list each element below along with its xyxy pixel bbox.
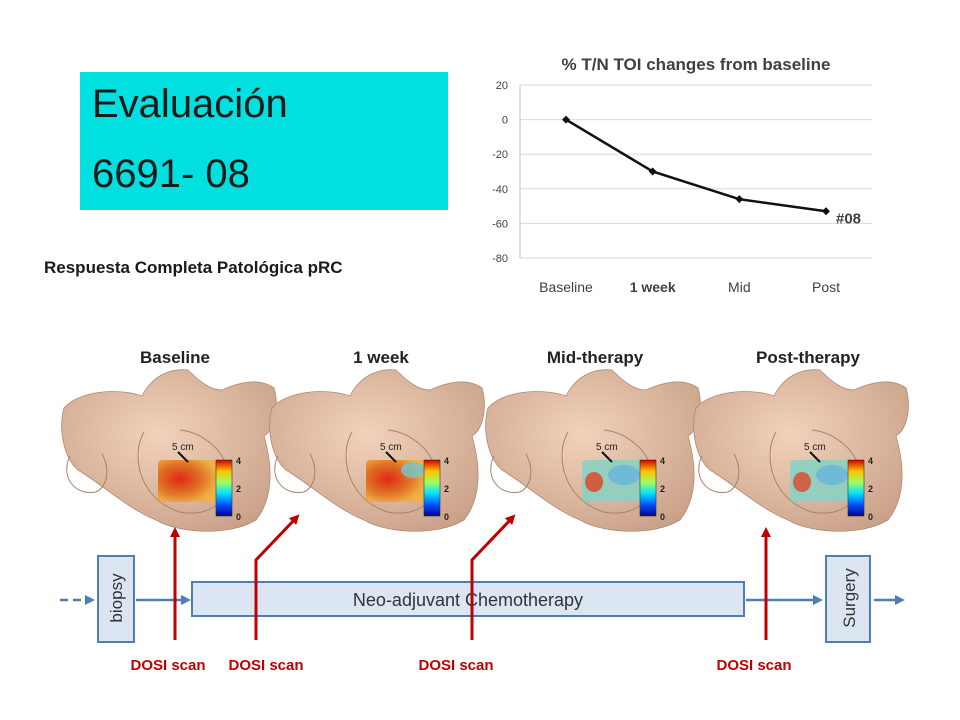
data-point [648,167,657,176]
x-tick-label: Baseline [539,279,593,295]
colorbar-tick: 2 [868,484,873,494]
colorbar [215,459,233,517]
chart-y-ticks: 20 0 -20 -40 -60 -80 [492,80,508,265]
data-point [562,115,570,124]
x-tick-label: Mid [728,279,751,295]
breast-contour-right [561,429,653,514]
breast-contour-right [345,429,437,514]
colorbar-tick: 4 [868,456,873,466]
colorbar-tick: 0 [660,512,665,522]
stage-label: Post-therapy [756,348,860,367]
y-tick-label: -80 [492,253,508,265]
torso-shape [485,369,701,532]
breast-contour-left [490,453,532,493]
scale-bar [385,451,397,463]
breast-model-2: 1 week 5 cm 4 2 0 [269,348,485,532]
chemo-label: Neo-adjuvant Chemotherapy [353,590,583,610]
torso-shape [269,369,485,532]
breast-models: Baseline 5 cm 4 2 0 1 week 5 cm 4 2 0 Mid-therapy 5… [61,348,909,532]
chart-title: % T/N TOI changes from baseline [562,55,831,74]
title-case-number: 6691- 08 [92,152,250,196]
scale-bar [809,451,821,463]
colorbar-tick: 2 [660,484,665,494]
breast-contour-left [274,453,316,493]
data-point [822,207,830,216]
colorbar [423,459,441,517]
scale-label: 5 cm [172,442,194,453]
y-tick-label: 0 [502,115,508,127]
x-tick-label: Post [812,279,840,295]
colorbar-tick: 2 [236,484,241,494]
data-point [735,195,744,204]
title-evaluacion: Evaluación [92,82,288,126]
hot-spot [793,472,811,492]
chart-x-ticks: Baseline 1 week Mid Post [539,279,840,295]
y-tick-label: -20 [492,149,508,161]
breast-contour-right [137,429,229,514]
series-line [565,118,827,213]
scale-bar [601,451,613,463]
colorbar-tick: 0 [868,512,873,522]
scan-label-4: DOSI scan [716,657,791,674]
biopsy-box [97,555,135,643]
colorbar-tick: 4 [236,456,241,466]
subtitle-prc: Respuesta Completa Patológica pRC [44,258,343,277]
scale-bar [177,451,189,463]
colorbar [639,459,657,517]
surgery-label: Surgery [840,568,859,628]
colorbar-tick: 0 [444,512,449,522]
colorbar-tick: 2 [444,484,449,494]
scan-label-2: DOSI scan [228,657,303,674]
breast-contour-right [769,429,861,514]
chart-grid [519,84,872,259]
torso-shape [693,369,909,532]
dosi-map [158,460,220,502]
colorbar-tick: 4 [660,456,665,466]
stage-label: Mid-therapy [547,348,644,367]
scan-arrow-mid [470,514,516,640]
x-tick-label: 1 week [630,279,676,295]
stage-label: Baseline [140,348,210,367]
breast-model-1: Baseline 5 cm 4 2 0 [61,348,277,532]
biopsy-label: biopsy [107,573,126,623]
series-points [562,115,830,216]
timeline: biopsy Neo-adjuvant Chemotherapy Surgery… [60,514,905,674]
hot-spot [585,472,603,492]
breast-model-4: Post-therapy 5 cm 4 2 0 [693,348,909,532]
cool-region [816,465,848,485]
series-annotation: #08 [836,210,861,227]
torso-shape [61,369,277,532]
colorbar [847,459,865,517]
breast-model-3: Mid-therapy 5 cm 4 2 0 [485,348,701,532]
y-tick-label: 20 [496,80,508,92]
cool-region [608,465,640,485]
stage-label: 1 week [353,348,409,367]
title-box: Evaluación 6691- 08 [80,72,448,210]
scale-label: 5 cm [804,442,826,453]
scan-label-1: DOSI scan [130,657,205,674]
surgery-box [825,555,871,643]
colorbar-tick: 4 [444,456,449,466]
y-tick-label: -40 [492,184,508,196]
scan-arrow-1week [254,514,300,640]
breast-contour-left [698,453,740,493]
cool-region [401,462,425,478]
chemo-box [191,581,745,617]
scale-label: 5 cm [596,442,618,453]
scan-label-3: DOSI scan [418,657,493,674]
breast-contour-left [66,453,108,493]
scale-label: 5 cm [380,442,402,453]
y-tick-label: -60 [492,218,508,230]
line-chart: % T/N TOI changes from baseline 20 0 -20 -4… [492,55,872,295]
colorbar-tick: 0 [236,512,241,522]
